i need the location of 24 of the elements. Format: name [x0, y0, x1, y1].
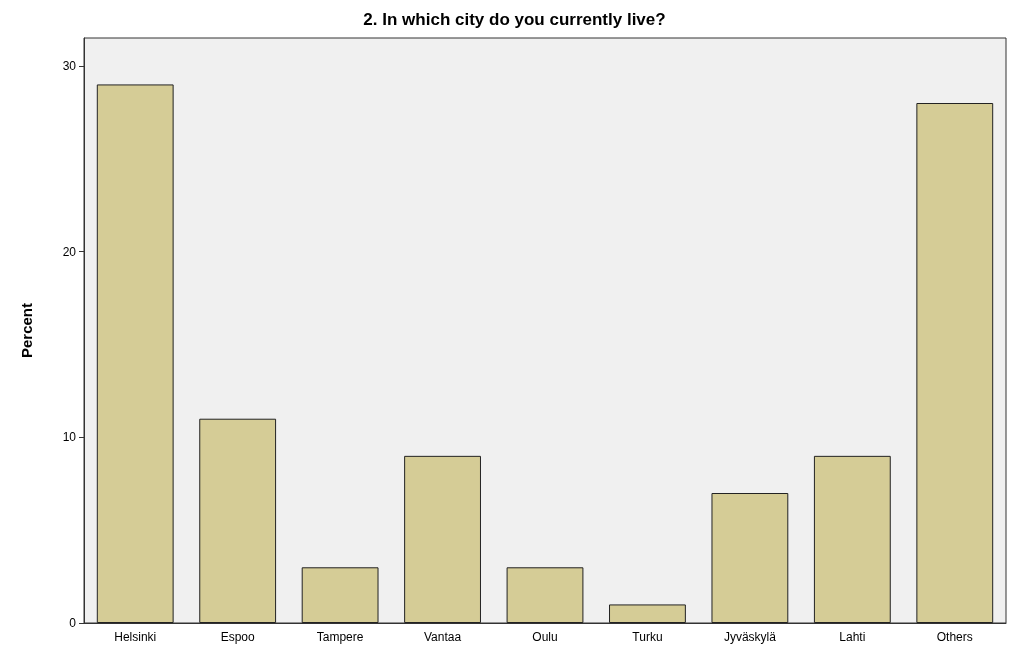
bar: [96, 84, 174, 623]
x-tick-label: Tampere: [316, 630, 364, 644]
bar: [301, 567, 379, 623]
x-tick-label: Others: [936, 630, 973, 644]
x-tick-label: Helsinki: [114, 630, 157, 644]
x-tick-label: Lahti: [839, 630, 866, 644]
bar: [199, 418, 277, 623]
x-tick-label: Oulu: [532, 630, 558, 644]
x-tick-label: Vantaa: [423, 630, 462, 644]
y-axis-title: Percent: [18, 302, 35, 359]
bar: [711, 493, 789, 623]
x-tick-label: Turku: [632, 630, 663, 644]
bar: [813, 455, 891, 623]
y-tick-label: 30: [62, 58, 77, 73]
bar: [404, 455, 481, 623]
y-tick-label: 20: [62, 244, 77, 259]
chart-title: 2. In which city do you currently live?: [363, 10, 666, 29]
x-tick-label: Espoo: [220, 630, 255, 644]
x-tick-label: Jyväskylä: [723, 630, 777, 644]
y-tick-label: 10: [62, 430, 77, 445]
bar: [609, 604, 686, 623]
bar: [506, 567, 584, 623]
y-tick-label: 0: [69, 616, 77, 630]
bar: [916, 103, 994, 623]
